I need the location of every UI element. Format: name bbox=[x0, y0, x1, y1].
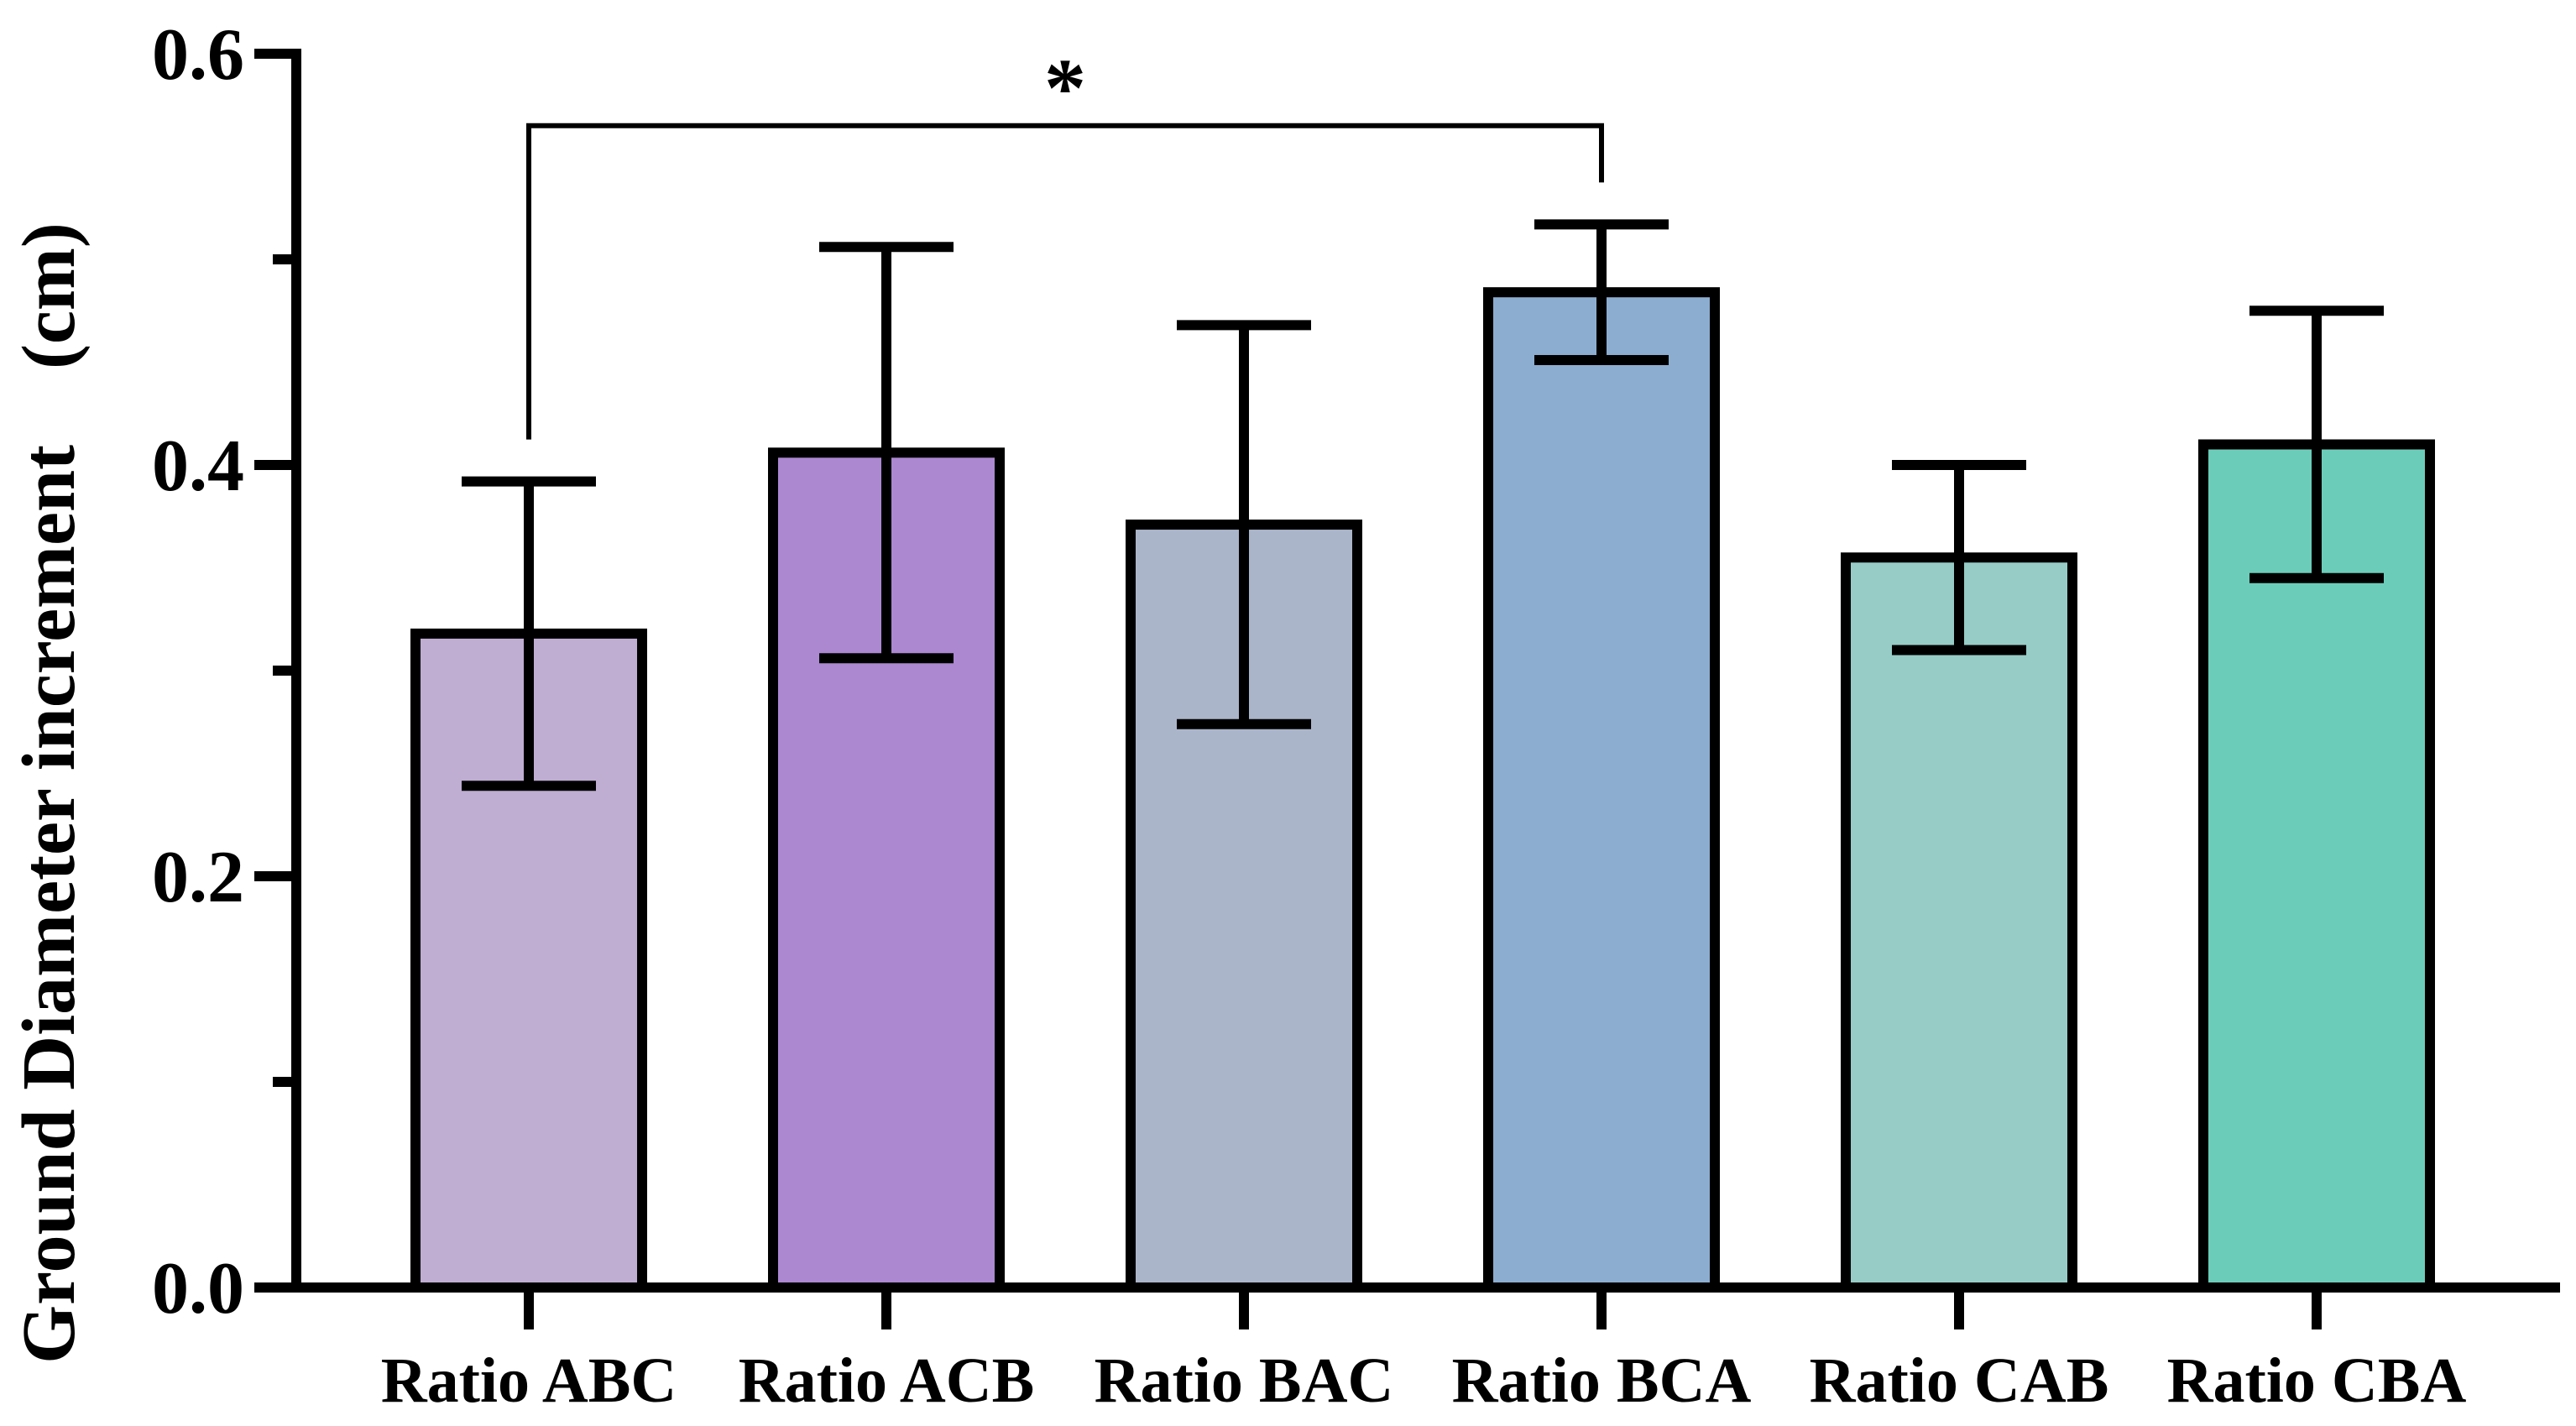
bar-ratio-cab bbox=[1841, 552, 2077, 1293]
y-axis-title: Ground Diameter increment (cm) bbox=[8, 222, 91, 1364]
bars-layer bbox=[410, 287, 2435, 1293]
x-tick-label: Ratio CAB bbox=[1810, 1345, 2109, 1416]
significance-line bbox=[526, 123, 1604, 440]
y-tick-label: 0.4 bbox=[152, 426, 244, 507]
labels-layer: Ratio ABC Ratio ACB Ratio BAC Ratio BCA Rati… bbox=[152, 14, 2466, 1416]
y-tick-label: 0.6 bbox=[152, 14, 244, 96]
y-tick-label: 0.2 bbox=[152, 837, 244, 918]
y-tick-label: 0.0 bbox=[152, 1248, 244, 1329]
x-tick-label: Ratio BCA bbox=[1452, 1345, 1752, 1416]
error-bar-ratio-bca bbox=[1534, 219, 1669, 366]
x-tick-label: Ratio ACB bbox=[739, 1345, 1035, 1416]
error-bar-ratio-bac bbox=[1177, 320, 1311, 729]
x-tick-label: Ratio CBA bbox=[2167, 1345, 2467, 1416]
significance-layer: * bbox=[526, 41, 1604, 440]
error-bars-layer bbox=[462, 219, 2384, 791]
bar-ratio-cba bbox=[2198, 439, 2435, 1293]
error-bar-ratio-abc bbox=[462, 476, 596, 791]
error-bar-ratio-cba bbox=[2249, 306, 2384, 583]
significance-bracket: * bbox=[526, 41, 1604, 440]
error-bar-ratio-cab bbox=[1892, 460, 2026, 656]
bar-ratio-bca bbox=[1483, 287, 1720, 1293]
error-bar-ratio-acb bbox=[819, 242, 954, 664]
axes-layer bbox=[254, 49, 2560, 1329]
x-tick-label: Ratio BAC bbox=[1095, 1345, 1394, 1416]
significance-label: * bbox=[1044, 41, 1086, 134]
x-tick-label: Ratio ABC bbox=[381, 1345, 677, 1416]
